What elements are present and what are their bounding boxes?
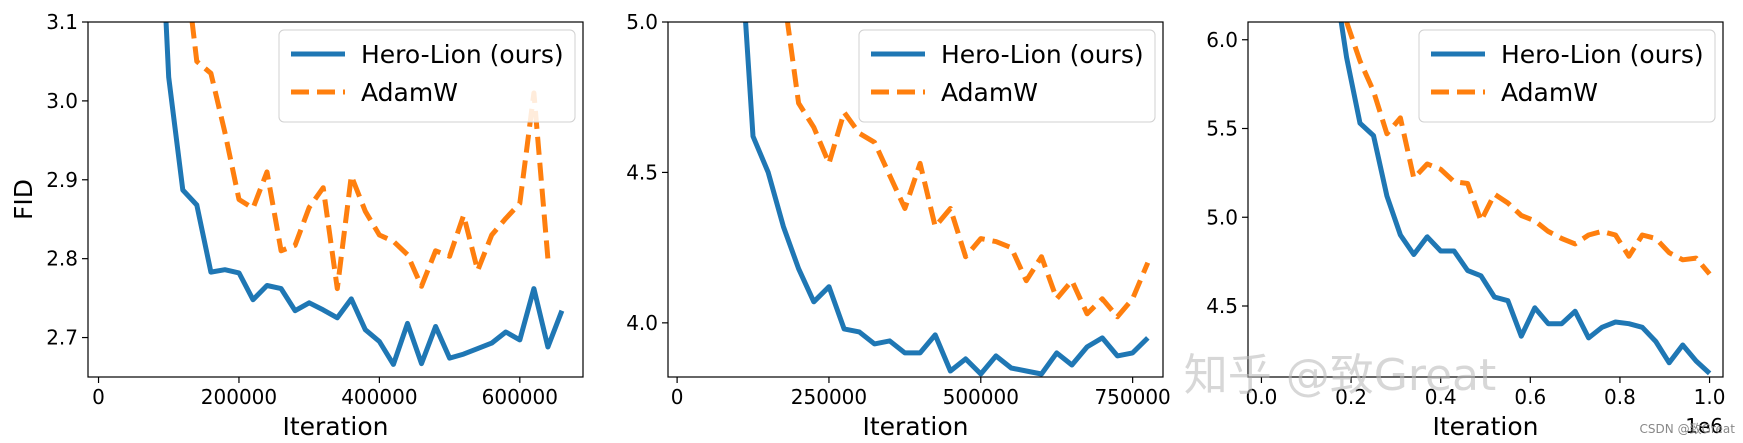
series-line-adamw: [189, 22, 551, 292]
x-tick-label: 0: [671, 385, 684, 409]
legend-label-hero-lion: Hero-Lion (ours): [361, 40, 564, 69]
y-axis-title: FID: [9, 179, 38, 220]
y-tick-label: 4.0: [626, 311, 658, 335]
y-tick-label: 2.7: [46, 326, 78, 350]
y-tick-label: 3.1: [46, 10, 78, 34]
x-tick-label: 600000: [482, 385, 558, 409]
x-tick-label: 0.2: [1335, 385, 1367, 409]
x-tick-label: 1.0: [1694, 385, 1726, 409]
x-axis-title: Iteration: [282, 412, 388, 441]
y-tick-label: 2.9: [46, 168, 78, 192]
y-tick-label: 3.0: [46, 89, 78, 113]
y-tick-label: 4.5: [626, 160, 658, 184]
legend-label-adamw: AdamW: [1501, 78, 1598, 107]
x-axis-title: Iteration: [862, 412, 968, 441]
axes-frame: [87, 21, 584, 378]
legend-box: [858, 29, 1156, 123]
series-line-hero-lion: [743, 22, 1150, 377]
x-tick-label: 0.0: [1246, 385, 1278, 409]
y-tick-label: 5.0: [626, 10, 658, 34]
subplot-1: 0 200000 400000 600000 2.7 2.8 2.9 3.0 3.1 Iterat…: [9, 10, 584, 441]
subplot-2: 0 250000 500000 750000 4.0 4.5 5.0 Iteration Her…: [626, 10, 1171, 441]
x-axis-title: Iteration: [1432, 412, 1538, 441]
x-tick-label: 500000: [943, 385, 1019, 409]
subplot-3: 0.0 0.2 0.4 0.6 0.8 1.0 4.5 5.0 5.5 6.0 Iteration 1…: [1206, 21, 1726, 441]
x-tick-label: 200000: [201, 385, 277, 409]
legend: Hero-Lion (ours) AdamW: [1418, 29, 1716, 123]
legend-label-hero-lion: Hero-Lion (ours): [1501, 40, 1704, 69]
axes-frame: [1247, 21, 1724, 378]
x-tick-label: 400000: [341, 385, 417, 409]
y-tick-label: 5.0: [1206, 205, 1238, 229]
legend-label-adamw: AdamW: [361, 78, 458, 107]
legend-label-adamw: AdamW: [941, 78, 1038, 107]
x-tick-label: 0.4: [1425, 385, 1457, 409]
series-line-hero-lion: [1338, 22, 1712, 376]
x-offset-label: 1e6: [1685, 414, 1723, 438]
y-tick-label: 4.5: [1206, 294, 1238, 318]
y-tick-label: 6.0: [1206, 28, 1238, 52]
credit-text: CSDN @致Great: [1640, 422, 1736, 436]
series-line-adamw: [1344, 22, 1712, 276]
y-tick-label: 2.8: [46, 247, 78, 271]
legend: Hero-Lion (ours) AdamW: [278, 29, 576, 123]
legend-box: [1418, 29, 1716, 123]
legend-label-hero-lion: Hero-Lion (ours): [941, 40, 1144, 69]
axes-frame: [667, 21, 1164, 378]
x-tick-label: 750000: [1094, 385, 1170, 409]
y-tick-label: 5.5: [1206, 117, 1238, 141]
legend: Hero-Lion (ours) AdamW: [858, 29, 1156, 123]
legend-box: [278, 29, 576, 123]
x-tick-label: 250000: [791, 385, 867, 409]
series-line-adamw: [784, 22, 1151, 320]
x-tick-label: 0.6: [1514, 385, 1546, 409]
x-tick-label: 0: [92, 385, 105, 409]
x-tick-label: 0.8: [1604, 385, 1636, 409]
series-line-hero-lion: [163, 22, 565, 367]
watermark-text: 知乎 @致Great: [1184, 350, 1497, 401]
